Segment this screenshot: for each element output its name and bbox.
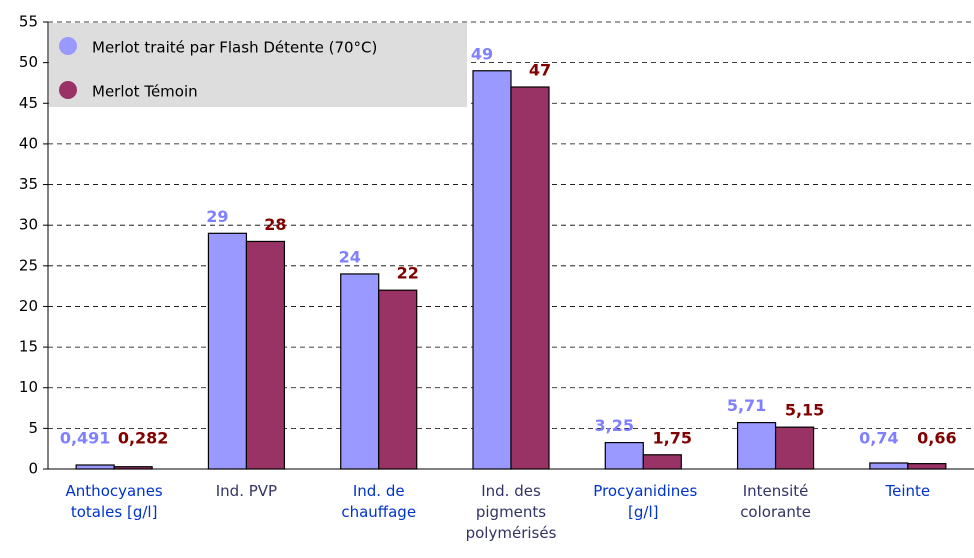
bar	[510, 86, 550, 470]
y-tick-label: 25	[19, 256, 38, 274]
value-label: 5,71	[727, 396, 766, 415]
bar	[340, 273, 380, 470]
value-label: 47	[529, 61, 551, 80]
bar	[907, 463, 947, 470]
value-label: 24	[339, 247, 361, 266]
bar	[604, 441, 644, 470]
x-tick-label: Procyanidines [g/l]	[593, 482, 698, 521]
x-tick-label: Intensité colorante	[740, 482, 811, 521]
value-label: 1,75	[653, 428, 692, 447]
value-label: 29	[206, 207, 228, 226]
y-tick-label: 45	[19, 94, 38, 112]
x-tick-label: Anthocyanes totales [g/l]	[65, 482, 163, 521]
y-tick-label: 30	[19, 216, 38, 234]
value-label: 28	[264, 215, 286, 234]
value-label: 0,491	[60, 429, 111, 448]
legend-marker	[59, 37, 77, 55]
x-tick-label: Teinte	[885, 482, 931, 500]
legend-label: Merlot Témoin	[92, 83, 198, 101]
bar	[774, 426, 815, 470]
y-tick-label: 0	[28, 460, 38, 478]
y-tick-label: 35	[19, 175, 38, 193]
bar	[472, 70, 512, 470]
legend-box	[49, 23, 467, 107]
legend-marker	[59, 81, 77, 99]
value-label: 0,74	[859, 429, 898, 448]
bar	[207, 232, 248, 470]
y-tick-label: 10	[19, 378, 38, 396]
x-tick-label: Ind. des pigments polymérisés	[465, 482, 557, 542]
value-label: 49	[471, 44, 493, 63]
y-tick-label: 5	[28, 419, 38, 437]
x-tick-label: Ind. de chauffage	[341, 482, 417, 521]
bar	[245, 240, 286, 470]
bar	[736, 421, 777, 470]
bar	[75, 464, 115, 470]
y-tick-label: 15	[19, 338, 38, 356]
value-label: 0,66	[917, 429, 956, 448]
bar	[378, 289, 418, 470]
legend-label: Merlot traité par Flash Détente (70°C)	[92, 39, 377, 57]
bar	[642, 454, 682, 470]
y-tick-label: 50	[19, 53, 38, 71]
y-tick-label: 40	[19, 134, 38, 152]
value-label: 0,282	[118, 429, 169, 448]
value-label: 3,25	[595, 416, 634, 435]
value-label: 22	[397, 264, 419, 283]
y-tick-label: 20	[19, 297, 38, 315]
x-tick-label: Ind. PVP	[215, 482, 278, 500]
bar	[869, 462, 909, 470]
y-tick-label: 55	[19, 13, 38, 31]
value-label: 5,15	[785, 401, 824, 420]
